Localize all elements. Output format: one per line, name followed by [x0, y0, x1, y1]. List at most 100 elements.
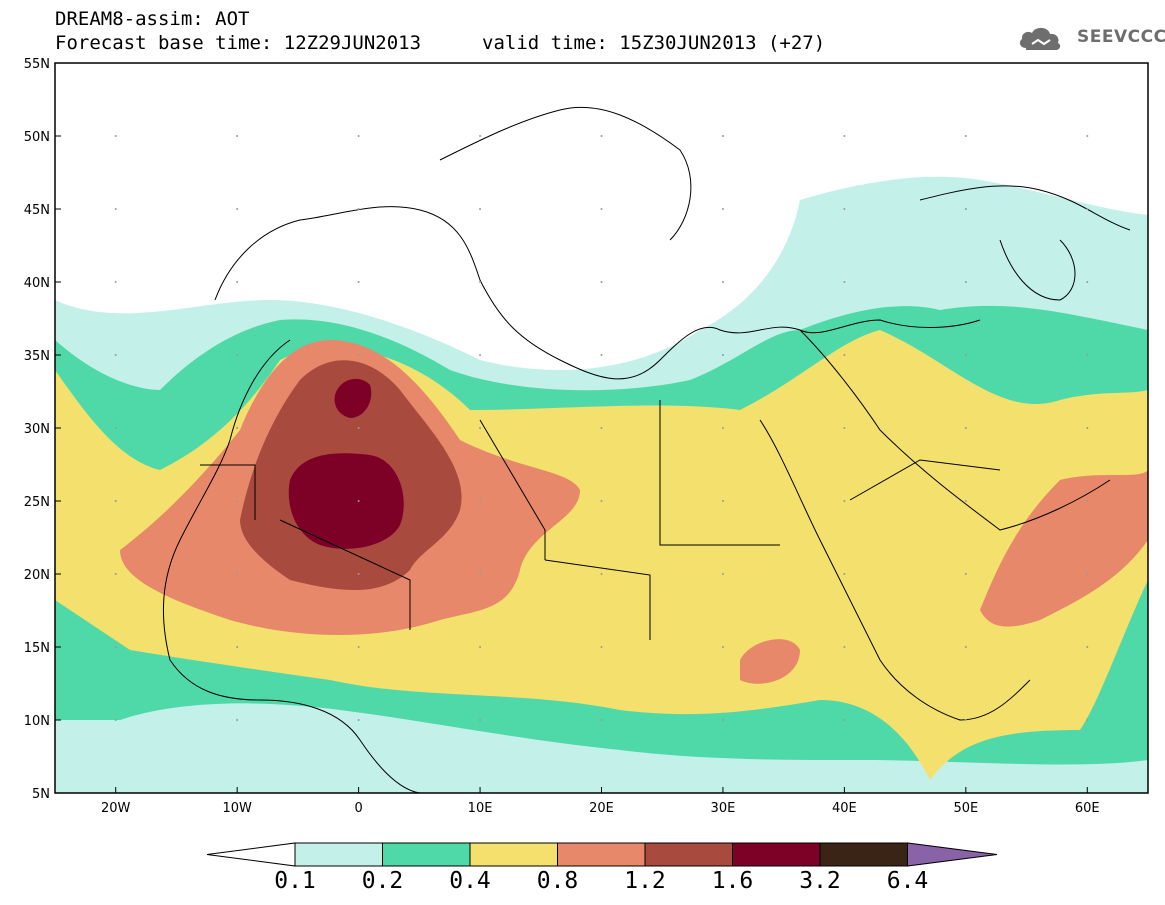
- colorbar-level-label: 0.2: [361, 868, 404, 894]
- lon-tick-label: 20E: [589, 801, 614, 816]
- grid-dot: [479, 427, 482, 429]
- grid-dot: [114, 354, 117, 356]
- grid-dot: [964, 573, 967, 575]
- grid-dot: [843, 573, 846, 575]
- aot-0.8-region-east: [980, 470, 1148, 627]
- grid-dot: [236, 135, 239, 137]
- colorbar-segment: [732, 842, 821, 867]
- lon-tick-label: 50E: [953, 801, 978, 816]
- coastlines: [162, 106, 1131, 793]
- lat-tick-label: 50N: [24, 130, 50, 145]
- grid-dot: [600, 135, 603, 137]
- grid-dot: [843, 135, 846, 137]
- grid-dot: [114, 500, 117, 502]
- grid-dot: [1086, 500, 1089, 502]
- longitude-axis: 20W 10W 0 10E 20E 30E 40E 50E 60E: [101, 787, 1100, 816]
- lat-tick-label: 5N: [32, 787, 50, 802]
- grid-dot: [964, 208, 967, 210]
- grid-dot: [114, 573, 117, 575]
- grid-dot: [114, 427, 117, 429]
- lat-tick-label: 40N: [24, 276, 50, 291]
- aot-1.6-region-north: [334, 378, 372, 418]
- grid-dot: [600, 646, 603, 648]
- lat-tick-label: 30N: [24, 422, 50, 437]
- colorbar-level-label: 0.1: [274, 868, 316, 894]
- lat-tick-label: 25N: [24, 495, 50, 510]
- grid-dot: [964, 427, 967, 429]
- grid-dot: [114, 719, 117, 721]
- colorbar-segment: [382, 842, 471, 867]
- map-title: DREAM8-assim: AOT: [55, 8, 250, 30]
- grid-dot: [479, 646, 482, 648]
- colorbar-level-label: 3.2: [799, 868, 841, 894]
- lat-tick-label: 10N: [24, 714, 50, 729]
- grid-dot: [357, 573, 360, 575]
- grid-dot: [236, 427, 239, 429]
- lon-tick-label: 30E: [711, 801, 736, 816]
- grid-dot: [236, 573, 239, 575]
- grid-dot: [721, 500, 724, 502]
- grid-dot: [843, 208, 846, 210]
- grid-dot: [357, 354, 360, 356]
- grid-dot: [1086, 427, 1089, 429]
- grid-dot: [600, 427, 603, 429]
- lat-tick-label: 20N: [24, 568, 50, 583]
- grid-dot: [114, 281, 117, 283]
- grid-dot: [964, 135, 967, 137]
- grid-dot: [843, 500, 846, 502]
- lon-tick-label: 20W: [101, 801, 131, 816]
- grid-dot: [357, 427, 360, 429]
- grid-dot: [843, 719, 846, 721]
- colorbar-over-triangle: [907, 842, 998, 867]
- grid-dot: [236, 208, 239, 210]
- lat-tick-label: 35N: [24, 349, 50, 364]
- grid-dot: [357, 646, 360, 648]
- latitude-axis: 55N 50N 45N 40N 35N 30N 25N 20N 15N 10N 5N: [24, 57, 61, 802]
- lat-tick-label: 15N: [24, 641, 50, 656]
- grid-dot: [479, 354, 482, 356]
- lon-tick-label: 10W: [222, 801, 252, 816]
- grid-dot: [1086, 573, 1089, 575]
- grid-dot: [479, 208, 482, 210]
- grid-dot: [721, 427, 724, 429]
- valid-time: valid time: 15Z30JUN2013 (+27): [482, 32, 826, 54]
- colorbar-level-label: 1.2: [624, 868, 666, 894]
- grid-dot: [600, 719, 603, 721]
- grid-dot: [1086, 719, 1089, 721]
- grid-dot: [479, 135, 482, 137]
- grid-dot: [964, 719, 967, 721]
- grid-dot: [357, 208, 360, 210]
- grid-dot: [1086, 208, 1089, 210]
- colorbar-segment: [557, 842, 646, 867]
- grid-dot: [1086, 646, 1089, 648]
- grid-dot: [964, 500, 967, 502]
- colorbar: [206, 842, 998, 867]
- lon-tick-label: 40E: [832, 801, 857, 816]
- colorbar-level-label: 0.8: [536, 868, 579, 894]
- logo-text: SEEVCCC: [1077, 27, 1165, 47]
- colorbar-segment: [294, 842, 383, 867]
- lon-tick-label: 0: [354, 801, 362, 816]
- grid-dot: [600, 281, 603, 283]
- grid-dot: [721, 208, 724, 210]
- colorbar-level-label: 1.6: [711, 868, 754, 894]
- grid-dot: [600, 500, 603, 502]
- grid-dot: [357, 281, 360, 283]
- grid-dot: [236, 500, 239, 502]
- grid-dot: [843, 354, 846, 356]
- colorbar-level-label: 6.4: [886, 868, 929, 894]
- grid-dot: [236, 354, 239, 356]
- grid-dot: [1086, 281, 1089, 283]
- aot-0.8-region-horn: [740, 639, 800, 684]
- aot-1.6-region: [288, 453, 404, 549]
- grid-dot: [721, 646, 724, 648]
- grid-dot: [600, 573, 603, 575]
- grid-dot: [721, 135, 724, 137]
- grid-dot: [964, 354, 967, 356]
- grid-dot: [236, 719, 239, 721]
- lat-tick-label: 55N: [24, 57, 50, 72]
- grid-dot: [114, 208, 117, 210]
- grid-dot: [721, 354, 724, 356]
- forecast-base-time: Forecast base time: 12Z29JUN2013: [55, 32, 422, 54]
